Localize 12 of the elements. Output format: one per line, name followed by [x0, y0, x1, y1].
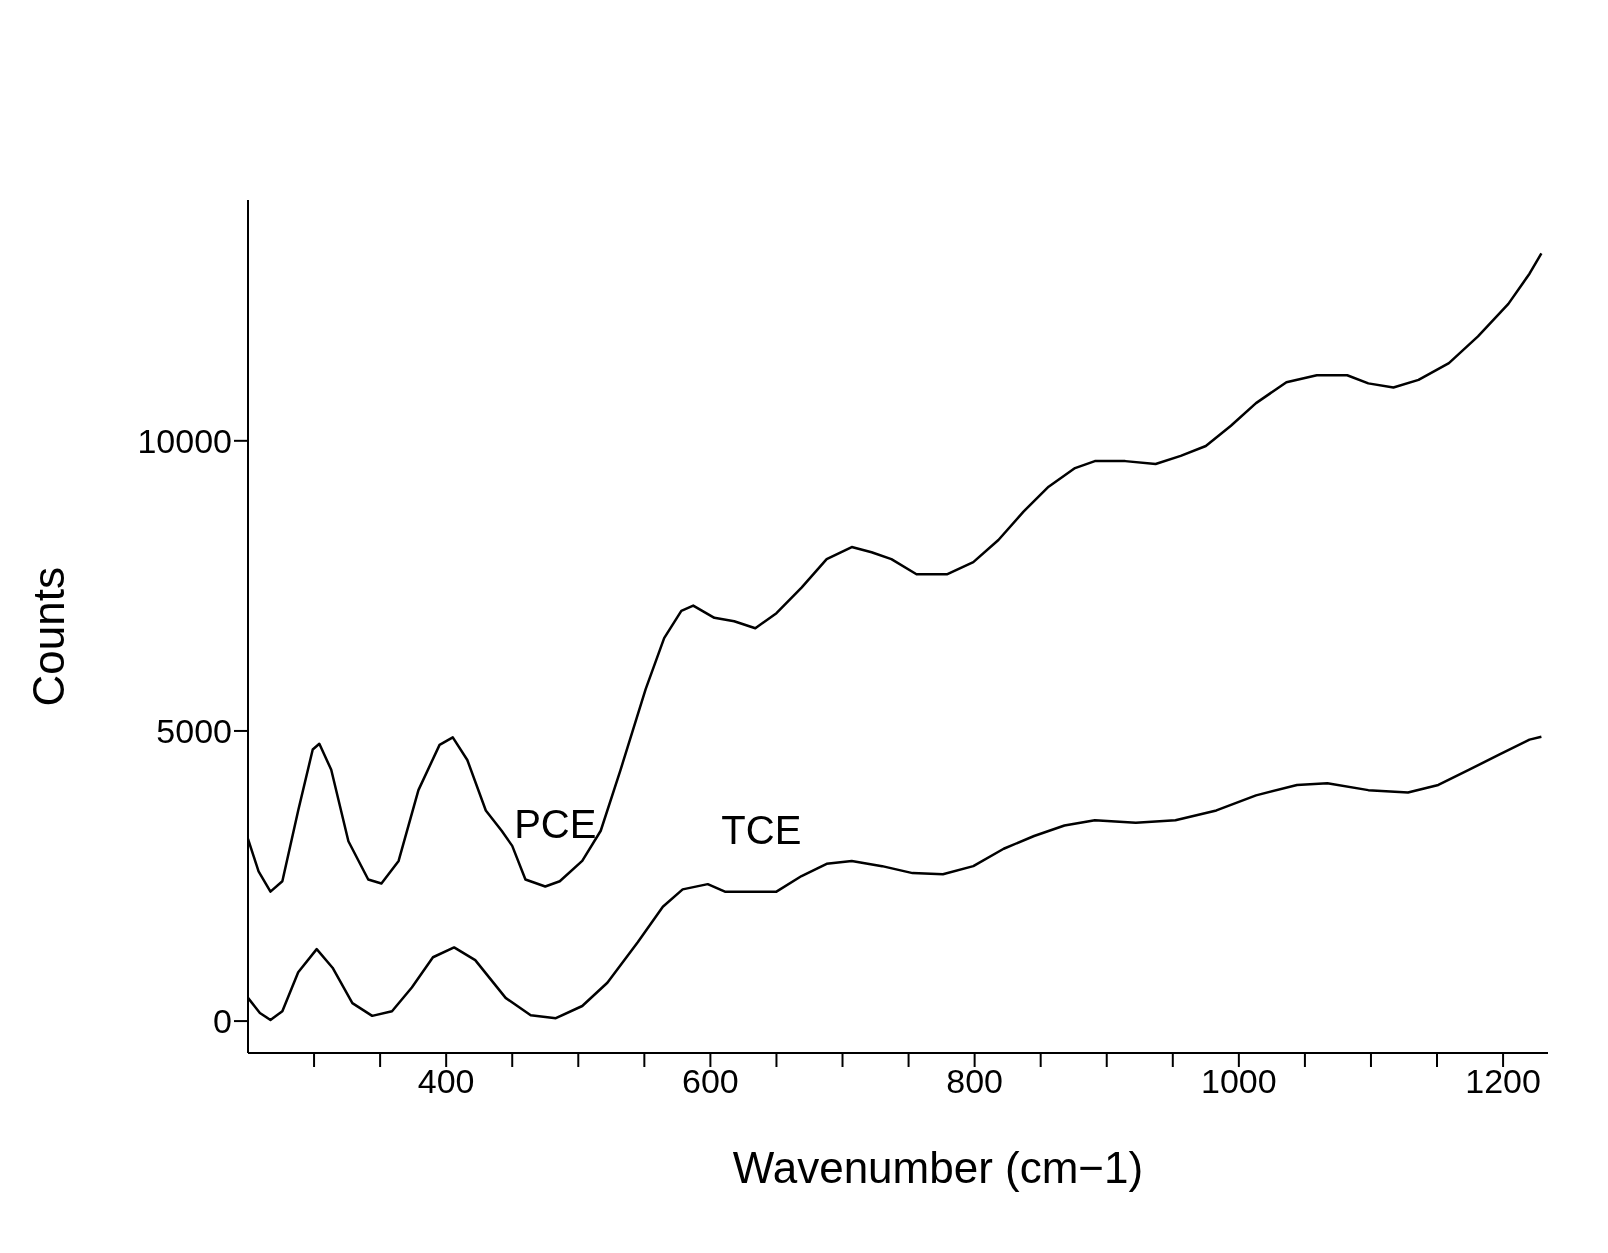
- x-tick-label: 600: [682, 1062, 739, 1101]
- x-axis-title: Wavenumber (cm−1): [732, 1143, 1144, 1192]
- series-label: PCE: [514, 802, 597, 847]
- x-tick-label: 400: [417, 1062, 475, 1101]
- y-axis-title: Counts: [23, 567, 73, 707]
- y-tick-label: 5000: [156, 712, 232, 751]
- y-tick-label: 0: [213, 1002, 232, 1041]
- x-tick-label: 800: [946, 1062, 1003, 1101]
- x-tick-label: 1200: [1465, 1062, 1541, 1101]
- series-label: TCE: [721, 807, 802, 852]
- x-tick-label: 1000: [1201, 1062, 1277, 1101]
- y-tick-label: 10000: [137, 421, 232, 460]
